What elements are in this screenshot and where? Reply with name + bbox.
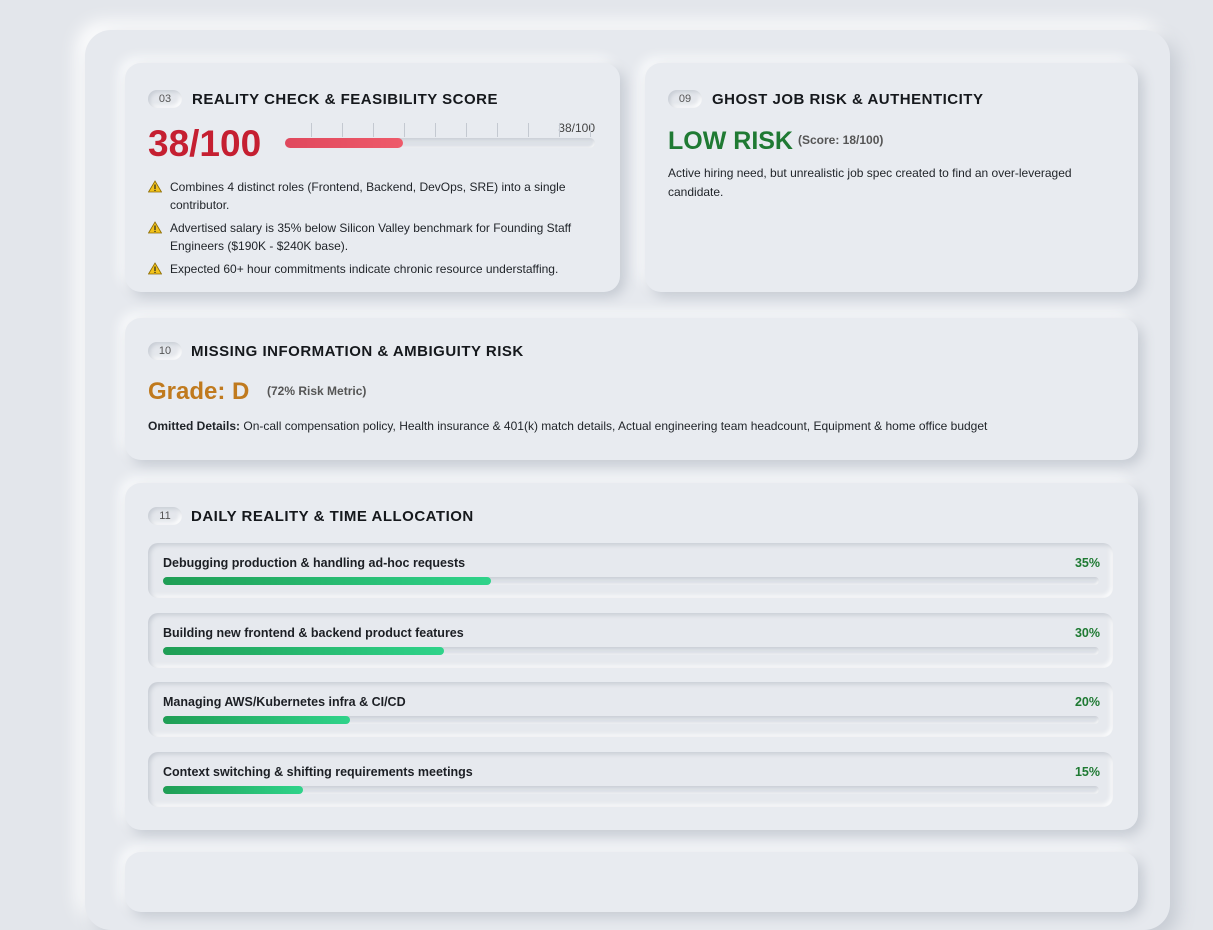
score-value: 38/100 bbox=[148, 123, 262, 164]
warning-icon bbox=[148, 262, 162, 275]
section-number: 11 bbox=[148, 507, 182, 525]
allocation-percent: 20% bbox=[1074, 695, 1100, 709]
section-number: 10 bbox=[148, 342, 182, 360]
tick bbox=[528, 123, 529, 137]
warning-list: Combines 4 distinct roles (Frontend, Bac… bbox=[148, 178, 578, 283]
tick bbox=[590, 123, 591, 137]
allocation-bar bbox=[163, 577, 491, 585]
warning-item: Combines 4 distinct roles (Frontend, Bac… bbox=[148, 178, 578, 214]
page: Job Analysis { "feasibility": { "number"… bbox=[125, 63, 1138, 830]
allocation-label: Building new frontend & backend product … bbox=[163, 625, 464, 640]
warning-text: Advertised salary is 35% below Silicon V… bbox=[170, 221, 572, 253]
missing-info-card: 10 MISSING INFORMATION & AMBIGUITY RISK … bbox=[125, 318, 1138, 460]
tick bbox=[342, 123, 343, 137]
page-body: 03 REALITY CHECK & FEASIBILITY SCORE 38/… bbox=[125, 63, 1138, 830]
allocation-percent: 15% bbox=[1074, 764, 1100, 779]
risk-score: (Score: 18/100) bbox=[798, 133, 884, 147]
next-card bbox=[125, 852, 1138, 912]
tick bbox=[404, 123, 405, 137]
allocation-row: Context switching & shifting requirement… bbox=[148, 751, 1113, 807]
score-track bbox=[285, 138, 595, 148]
section-title: GHOST JOB RISK & AUTHENTICITY bbox=[712, 91, 984, 108]
section-number: 09 bbox=[668, 90, 702, 108]
risk-level: LOW RISK bbox=[668, 127, 793, 155]
warning-text: Combines 4 distinct roles (Frontend, Bac… bbox=[170, 180, 566, 212]
risk-description: Active hiring need, but unrealistic job … bbox=[668, 166, 1072, 199]
warning-icon bbox=[148, 180, 162, 193]
tick bbox=[373, 123, 374, 137]
time-allocation-card: 11 DAILY REALITY & TIME ALLOCATION Debug… bbox=[125, 483, 1138, 830]
allocation-row: Managing AWS/Kubernetes infra & CI/CD 20% bbox=[148, 682, 1113, 737]
feasibility-card: 03 REALITY CHECK & FEASIBILITY SCORE 38/… bbox=[125, 63, 620, 292]
allocation-track bbox=[163, 716, 1099, 724]
tick bbox=[497, 123, 498, 137]
omitted-label: Omitted Details: bbox=[148, 419, 241, 433]
section-title: DAILY REALITY & TIME ALLOCATION bbox=[191, 508, 474, 525]
allocation-label: Debugging production & handling ad-hoc r… bbox=[163, 556, 466, 570]
allocation-bar bbox=[163, 646, 444, 655]
grade: Grade: D bbox=[148, 378, 250, 405]
omitted-details: Omitted Details: On-call compensation po… bbox=[148, 418, 987, 435]
section-number: 03 bbox=[148, 90, 182, 108]
allocation-bar bbox=[163, 716, 351, 724]
tick bbox=[466, 123, 467, 137]
score-ticks bbox=[285, 123, 595, 137]
allocation-track bbox=[163, 577, 1099, 585]
allocation-track bbox=[163, 785, 1099, 794]
allocation-percent: 30% bbox=[1074, 625, 1100, 640]
score-caption: 38/100 bbox=[558, 121, 595, 135]
section-title: MISSING INFORMATION & AMBIGUITY RISK bbox=[191, 343, 524, 360]
allocation-label: Managing AWS/Kubernetes infra & CI/CD bbox=[163, 695, 406, 709]
warning-item: Advertised salary is 35% below Silicon V… bbox=[148, 219, 578, 255]
allocation-label: Context switching & shifting requirement… bbox=[163, 764, 473, 779]
grade-metric: (72% Risk Metric) bbox=[267, 384, 367, 398]
warning-icon bbox=[148, 221, 162, 234]
allocation-row: Building new frontend & backend product … bbox=[148, 612, 1113, 668]
allocation-track bbox=[163, 646, 1099, 655]
warning-text: Expected 60+ hour commitments indicate c… bbox=[170, 262, 559, 276]
allocation-row: Debugging production & handling ad-hoc r… bbox=[148, 543, 1113, 598]
allocation-percent: 35% bbox=[1074, 556, 1100, 570]
allocation-bar bbox=[163, 785, 304, 794]
tick bbox=[435, 123, 436, 137]
omitted-text: On-call compensation policy, Health insu… bbox=[243, 419, 988, 433]
tick bbox=[559, 123, 560, 137]
warning-item: Expected 60+ hour commitments indicate c… bbox=[148, 260, 578, 278]
tick bbox=[311, 123, 312, 137]
ghost-job-card: 09 GHOST JOB RISK & AUTHENTICITY LOW RIS… bbox=[645, 63, 1138, 292]
section-title: REALITY CHECK & FEASIBILITY SCORE bbox=[192, 91, 498, 108]
score-bar bbox=[285, 138, 403, 148]
